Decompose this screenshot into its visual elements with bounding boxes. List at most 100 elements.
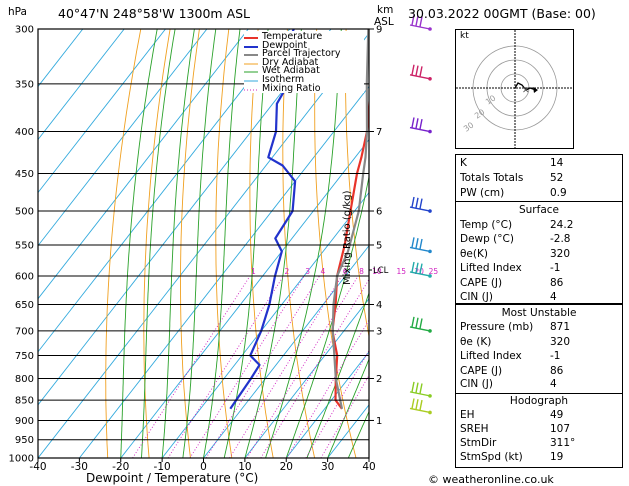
mixing-ratio-label: 10 <box>372 267 382 276</box>
x-tick-label: 0 <box>200 461 207 473</box>
pressure-tick-label: 550 <box>15 240 34 251</box>
hodograph-kt-label: kt <box>460 31 469 41</box>
surface-row: θe(K) 320 <box>460 247 571 260</box>
mixing-ratio-line <box>305 349 369 458</box>
hodo-ring-label: 30 <box>462 120 476 133</box>
hodo-row: EH 49 <box>460 409 564 421</box>
pressure-tick-label: 500 <box>15 207 34 218</box>
lcl-label: LCL <box>373 266 389 276</box>
index-row: Totals Totals 52 <box>460 172 564 184</box>
km-label: km <box>377 4 394 16</box>
x-tick-label: -30 <box>71 461 88 473</box>
isotherm-line <box>38 29 332 406</box>
pressure-tick-label: 850 <box>15 396 34 407</box>
wind-barb <box>409 246 431 253</box>
pressure-tick-label: 950 <box>15 435 34 446</box>
pressure-tick-label: 300 <box>15 25 34 36</box>
mixing-ratio-label: 25 <box>429 267 439 276</box>
hodograph-table: Hodograph EH 49 SREH 107 StmDir 311° StmSpd… <box>455 393 623 468</box>
isotherm-line <box>38 29 249 300</box>
dry-adiabat-line <box>345 29 369 339</box>
hodo-row: StmSpd (kt) 19 <box>460 451 564 463</box>
svg-text:✕: ✕ <box>522 86 530 96</box>
dry-adiabat-line <box>215 29 233 458</box>
isotherm-line <box>38 32 369 458</box>
x-axis-title: Dewpoint / Temperature (°C) <box>86 471 259 485</box>
km-tick-label: 2 <box>376 374 382 385</box>
datetime-title: 30.03.2022 00GMT (Base: 00) <box>408 6 596 21</box>
km-tick-label: 6 <box>376 207 382 218</box>
wet-adiabat-line <box>347 410 369 458</box>
mu-row: θe (K) 320 <box>460 335 571 348</box>
mu-row: CAPE (J) 86 <box>460 364 564 377</box>
hodograph-plot: 10 20 30 ✕ <box>456 30 573 148</box>
mixing-ratio-label: 20 <box>414 267 424 276</box>
isotherm-line <box>285 351 369 458</box>
surface-row: Temp (°C) 24.2 <box>460 219 574 231</box>
pressure-tick-label: 600 <box>15 271 34 282</box>
wet-adiabat-line <box>182 29 217 458</box>
mixing-ratio-line <box>260 278 369 458</box>
mixing-ratio-line <box>246 275 359 458</box>
wet-adiabat-line <box>327 358 369 458</box>
hodo-row: SREH 107 <box>460 423 571 435</box>
surface-row: Lifted Index -1 <box>460 262 561 274</box>
most-unstable-title: Most Unstable <box>501 307 577 319</box>
wet-adiabat-line <box>120 29 158 458</box>
wind-barb <box>409 271 431 277</box>
mixing-ratio-line <box>189 275 305 458</box>
km-tick-label: 1 <box>376 416 382 427</box>
mixing-ratio-line <box>132 275 251 458</box>
km-tick-label: 9 <box>376 25 382 36</box>
isotherm-line <box>38 29 291 353</box>
km-tick-label: 7 <box>376 127 382 138</box>
isotherm-line <box>203 244 369 458</box>
wind-barb <box>409 407 431 414</box>
hodo-ring-label: 20 <box>473 107 487 120</box>
mixing-ratio-line <box>229 275 343 458</box>
mixing-ratio-label: 2 <box>285 267 290 276</box>
x-tick-label: -20 <box>112 461 129 473</box>
wind-barb <box>409 24 431 30</box>
station-title: 40°47'N 248°58'W 1300m ASL <box>58 6 251 21</box>
hpa-label: hPa <box>8 6 27 18</box>
surface-panel: Surface Temp (°C) 24.2 Dewp (°C) -2.8 θe(K… <box>455 201 623 304</box>
dry-adiabat-line <box>375 29 438 458</box>
surface-row: CIN (J) 4 <box>460 291 557 303</box>
hodograph-table-title: Hodograph <box>509 395 569 407</box>
isotherm-line <box>38 29 208 247</box>
mixing-ratio-axis-label: Mixing Ratio (g/kg) <box>342 190 353 285</box>
isotherm-line <box>120 138 369 458</box>
most-unstable-panel: Most Unstable Pressure (mb) 871 θe (K) 320… <box>455 304 623 394</box>
wind-barb <box>409 391 431 397</box>
x-tick-label: -10 <box>154 461 171 473</box>
pressure-tick-label: 750 <box>15 351 34 362</box>
hodo-row: StmDir 311° <box>460 437 576 449</box>
mixing-ratio-label: 8 <box>359 267 364 276</box>
pressure-tick-label: 1000 <box>9 454 34 465</box>
mixing-ratio-label: 15 <box>397 267 407 276</box>
isotherm-line <box>38 29 166 194</box>
wind-barb <box>409 206 431 212</box>
credit: © weatheronline.co.uk <box>428 473 554 486</box>
isotherm-line <box>161 191 369 458</box>
mu-row: CIN (J) 4 <box>460 378 557 390</box>
legend: Temperature Dewpoint Parcel Trajectory D… <box>244 31 364 94</box>
x-tick-label: 30 <box>321 461 334 473</box>
km-tick-label: 3 <box>376 326 382 337</box>
wind-barb <box>409 74 431 80</box>
pressure-tick-label: 900 <box>15 416 34 427</box>
asl-label: ASL <box>374 16 394 28</box>
isotherm-line <box>38 29 84 88</box>
mixing-ratio-line <box>205 275 320 458</box>
mixing-ratio-label: 6 <box>343 267 348 276</box>
mu-row: Lifted Index -1 <box>460 350 561 362</box>
isotherm-line <box>38 29 125 141</box>
km-tick-label: 5 <box>376 240 382 251</box>
pressure-tick-label: 700 <box>15 326 34 337</box>
mixing-ratio-label: 1 <box>251 267 256 276</box>
surface-row: Dewp (°C) -2.8 <box>460 233 571 245</box>
x-tick-label: 10 <box>238 461 251 473</box>
km-tick-label: 4 <box>376 300 382 311</box>
